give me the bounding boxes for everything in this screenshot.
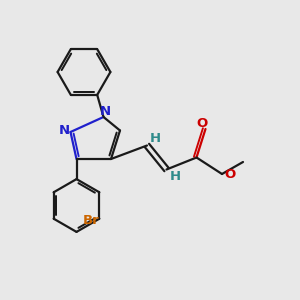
Text: Br: Br [82, 214, 99, 227]
Text: O: O [196, 117, 208, 130]
Text: H: H [169, 169, 181, 183]
Text: O: O [225, 167, 236, 181]
Text: N: N [58, 124, 70, 137]
Text: N: N [100, 105, 111, 118]
Text: H: H [150, 132, 161, 146]
